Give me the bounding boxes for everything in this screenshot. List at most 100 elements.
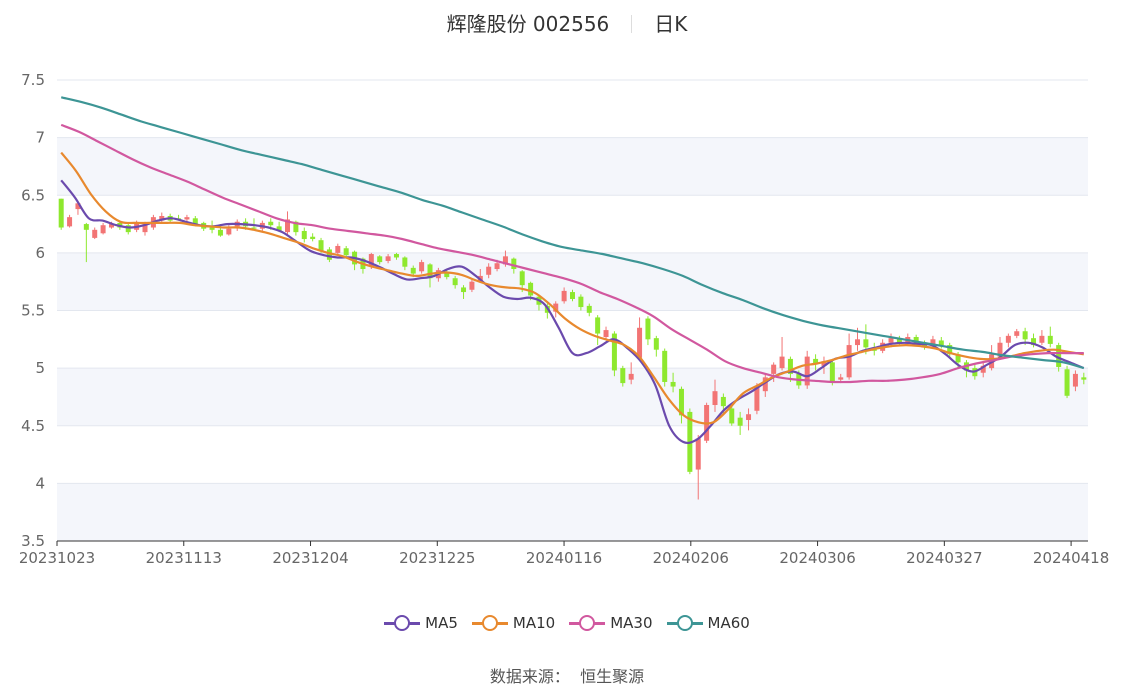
candle-body <box>611 333 617 371</box>
legend-item-ma60[interactable]: MA60 <box>666 614 750 632</box>
x-tick-label: 20231113 <box>146 549 222 567</box>
candle-body <box>67 217 73 227</box>
candle-body <box>335 245 341 253</box>
candle-body <box>469 281 475 290</box>
candle-body <box>209 227 215 230</box>
candle-body <box>737 417 743 426</box>
candle-body <box>528 282 534 296</box>
candle-body <box>720 396 726 407</box>
ma-line-ma5 <box>60 179 1085 444</box>
candle-body <box>452 278 458 286</box>
legend-swatch <box>471 615 508 631</box>
y-tick-label: 4 <box>35 474 45 492</box>
candle-body <box>603 330 609 338</box>
candle-body <box>377 256 383 263</box>
candle-body <box>184 217 190 220</box>
x-tick-label: 20231023 <box>19 549 95 567</box>
candle-body <box>461 287 467 293</box>
candle-body <box>586 305 592 313</box>
candle-body <box>343 248 349 256</box>
legend-swatch <box>666 615 703 631</box>
plot-band <box>57 368 1088 426</box>
source-value: 恒生聚源 <box>580 667 645 686</box>
candle-body <box>83 224 89 230</box>
candle-body <box>402 257 408 267</box>
candle-body <box>92 229 98 238</box>
candle-body <box>293 221 299 233</box>
candle-body <box>863 339 869 348</box>
candle-body <box>854 339 860 346</box>
candle-body <box>955 354 961 363</box>
candle-body <box>368 254 374 267</box>
candle-body <box>1056 345 1062 367</box>
legend-swatch <box>384 615 421 631</box>
candle-body <box>813 358 819 364</box>
candle-body <box>1072 373 1078 387</box>
candle-body <box>427 264 433 279</box>
candle-body <box>746 414 752 420</box>
plot-band <box>57 137 1088 196</box>
candle-body <box>628 373 634 380</box>
candlestick-chart: 3.544.555.566.577.5 20231023 20231113 2023… <box>19 71 1109 567</box>
title-separator <box>631 15 633 33</box>
x-tick-label: 20240327 <box>906 549 982 567</box>
y-tick-label: 3.5 <box>21 532 45 550</box>
y-tick-label: 4.5 <box>21 417 45 435</box>
ma-lines <box>60 96 1085 444</box>
source-label: 数据来源： <box>489 667 570 686</box>
y-tick-label: 7.5 <box>21 71 45 89</box>
y-tick-label: 5.5 <box>21 302 45 320</box>
candle-body <box>570 292 575 299</box>
y-axis: 3.5 4 4.5 5 5.5 6 6.5 7 7.5 <box>21 71 45 550</box>
candle-body <box>712 391 718 406</box>
legend-item-ma30[interactable]: MA30 <box>569 614 653 632</box>
candle-body <box>226 228 232 235</box>
candle-body <box>125 225 131 233</box>
candle-body <box>578 296 584 308</box>
candle-body <box>1005 335 1011 343</box>
chart-period-label: 日K <box>654 12 688 36</box>
y-tick-label: 6 <box>35 244 45 262</box>
candle-body <box>192 218 198 225</box>
candle-body <box>980 365 986 373</box>
candle-body <box>779 356 785 369</box>
candle-body <box>1039 335 1045 343</box>
legend: MA5 MA10 MA30 MA60 <box>0 614 1134 634</box>
candle-body <box>385 256 391 261</box>
candle-body <box>997 342 1003 357</box>
candle-body <box>821 361 827 366</box>
legend-label: MA30 <box>610 614 653 632</box>
candle-body <box>519 271 525 286</box>
candle-body <box>393 254 399 258</box>
x-tick-label: 20240306 <box>779 549 855 567</box>
candle-body <box>1064 369 1070 396</box>
candle-body <box>1081 377 1087 380</box>
candle-body <box>486 266 492 275</box>
candle-body <box>217 229 223 236</box>
candle-body <box>695 438 701 470</box>
candle-body <box>938 340 944 346</box>
legend-item-ma10[interactable]: MA10 <box>471 614 556 632</box>
candle-body <box>326 249 332 260</box>
candle-body <box>662 350 668 382</box>
candle-body <box>913 337 919 343</box>
candle-body <box>762 377 768 392</box>
candle-body <box>1047 335 1053 344</box>
legend-label: MA10 <box>512 614 556 632</box>
x-tick-label: 20240418 <box>1033 549 1109 567</box>
candle-body <box>595 317 601 334</box>
candle-body <box>637 327 643 358</box>
candle-body <box>511 258 517 270</box>
legend-label: MA60 <box>707 614 750 632</box>
candle-body <box>410 267 416 274</box>
candle-body <box>896 338 902 344</box>
candle-body <box>75 203 81 210</box>
candle-body <box>645 318 651 340</box>
candle-body <box>553 303 559 312</box>
candle-body <box>301 230 307 240</box>
y-tick-label: 5 <box>35 359 45 377</box>
candle-body <box>804 356 810 386</box>
candle-body <box>1014 331 1020 336</box>
chart-title-name: 辉隆股份 002556 <box>446 12 610 36</box>
legend-item-ma5[interactable]: MA5 <box>384 614 458 632</box>
